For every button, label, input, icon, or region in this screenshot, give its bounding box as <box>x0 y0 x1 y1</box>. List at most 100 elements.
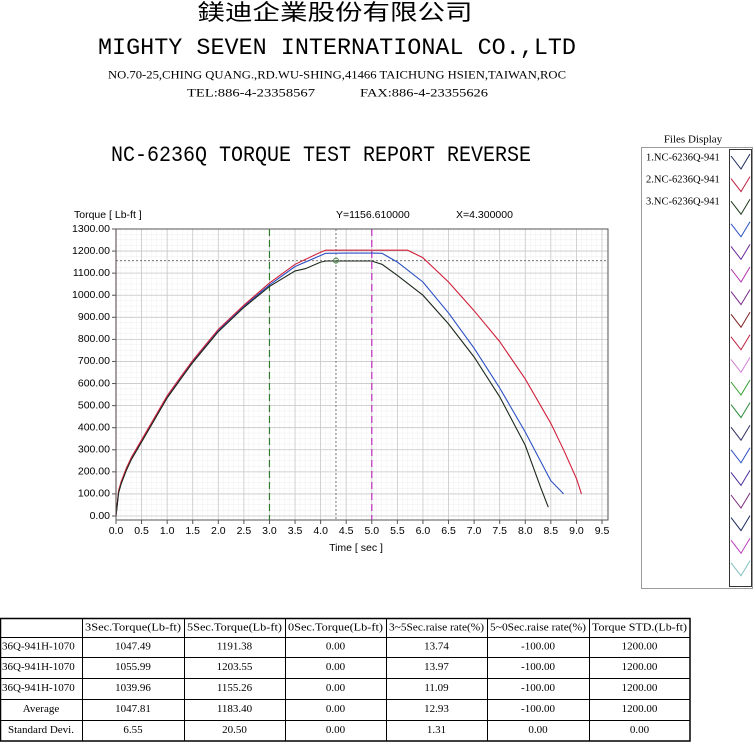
table-cell: 1203.55 <box>217 661 253 673</box>
file-icon <box>730 492 751 509</box>
series-line <box>115 260 549 517</box>
x-tick-label: 2.5 <box>237 525 252 537</box>
legend-entry[interactable]: 2.NC-6236Q-941 <box>646 174 720 185</box>
table-cell: 1.31 <box>427 724 446 736</box>
file-icon <box>730 198 751 216</box>
table-cell: 13.74 <box>424 641 449 653</box>
y-tick-label: 900.00 <box>78 311 110 323</box>
x-tick-label: 1.5 <box>185 525 200 537</box>
tel: TEL:886-4-23358567 <box>187 88 315 100</box>
table-cell: 1200.00 <box>622 682 658 694</box>
file-icon <box>730 244 751 261</box>
y-tick-label: 200.00 <box>78 466 110 478</box>
legend: 1.NC-6236Q-941 2.NC-6236Q-941 3.NC-6236Q-9… <box>646 152 720 207</box>
plot-area <box>116 229 608 520</box>
x-tick-label: 0.5 <box>134 525 149 537</box>
table-header-cell: 5~0Sec.raise rate(%) <box>490 622 586 634</box>
files-display-title: Files Display <box>664 134 723 146</box>
x-tick-label: 4.5 <box>339 525 354 537</box>
table-cell: 36Q-941H-1070 <box>2 641 75 653</box>
y-tick-label: 700.00 <box>78 355 110 367</box>
company-en: MIGHTY SEVEN INTERNATIONAL CO.,LTD <box>98 35 576 61</box>
file-icon <box>730 424 751 442</box>
x-tick-label: 3.0 <box>262 525 277 537</box>
table-cell: 20.50 <box>222 724 247 736</box>
table-cell: 1200.00 <box>622 703 658 715</box>
x-tick-label: 8.5 <box>544 525 559 537</box>
table-cell: 1191.38 <box>217 641 253 653</box>
cursor-point <box>332 257 339 264</box>
table-cell: 1155.26 <box>217 682 253 694</box>
fax: FAX:886-4-23355626 <box>360 88 488 100</box>
file-icon <box>730 153 751 170</box>
table-cell: 0.00 <box>630 724 650 736</box>
x-tick-label: 4.0 <box>313 525 328 537</box>
file-icon <box>730 379 751 396</box>
file-icon <box>730 470 751 487</box>
file-icon <box>730 357 751 374</box>
table-cell: 12.93 <box>424 703 449 715</box>
cursor-y-label: Y=1156.610000 <box>336 209 410 221</box>
table-cell: 36Q-941H-1070 <box>2 661 75 673</box>
company-cn: 鎂迪企業股份有限公司 <box>198 0 473 25</box>
table-cell: 1183.40 <box>217 703 253 715</box>
x-tick-label: 7.5 <box>492 525 507 537</box>
cursor-x-label: X=4.300000 <box>456 209 513 221</box>
y-tick-label: 1300.00 <box>72 223 110 235</box>
table-cell: -100.00 <box>521 682 555 694</box>
table-cell: 11.09 <box>424 682 449 694</box>
x-tick-label: 1.0 <box>160 525 175 537</box>
legend-entry[interactable]: 1.NC-6236Q-941 <box>646 152 720 163</box>
x-tick-label: 6.5 <box>441 525 456 537</box>
table-cell: 1047.49 <box>115 641 151 653</box>
y-tick-label: 100.00 <box>78 488 110 500</box>
file-icon <box>730 515 751 532</box>
x-tick-label: 9.0 <box>569 525 584 537</box>
table-header-cell: Torque STD.(Lb-ft) <box>592 622 687 634</box>
table-cell: 1039.96 <box>115 682 151 694</box>
y-axis-label: Torque [ Lb-ft ] <box>74 209 142 221</box>
plot <box>112 228 608 524</box>
legend-entry[interactable]: 3.NC-6236Q-941 <box>646 196 720 207</box>
x-tick-label: 3.5 <box>288 525 303 537</box>
series-line <box>115 229 583 517</box>
table-cell: 36Q-941H-1070 <box>2 682 75 694</box>
x-tick-label: 5.0 <box>364 525 379 537</box>
table-cell: Average <box>23 703 60 715</box>
table-header-cell: 5Sec.Torque(Lb-ft) <box>187 622 282 634</box>
x-tick-label: 2.0 <box>211 525 226 537</box>
file-icon <box>730 402 751 419</box>
table-cell: -100.00 <box>521 661 555 673</box>
table-cell: 1055.99 <box>115 661 151 673</box>
table-cell: 0.00 <box>528 724 548 736</box>
table-cell: 13.97 <box>424 661 449 673</box>
series-line <box>115 252 564 517</box>
table-cell: 1200.00 <box>622 661 658 673</box>
file-icon <box>730 221 751 238</box>
y-tick-label: 500.00 <box>78 399 110 411</box>
table-cell: 6.55 <box>123 724 143 736</box>
table-frame <box>0 617 691 742</box>
y-tick-label: 1100.00 <box>73 267 110 279</box>
file-icon <box>730 266 751 283</box>
table-header-cell: 0Sec.Torque(Lb-ft) <box>288 622 383 634</box>
file-icon <box>730 176 751 193</box>
plot-frame <box>115 228 609 521</box>
file-icon <box>730 447 751 464</box>
table-cell: -100.00 <box>521 703 555 715</box>
y-tick-label: 1200.00 <box>72 245 110 257</box>
file-icon <box>730 334 751 351</box>
file-icon <box>730 560 751 577</box>
table-cell: 1200.00 <box>622 641 658 653</box>
file-icon <box>730 289 751 306</box>
x-tick-label: 6.0 <box>416 525 431 537</box>
x-axis-label: Time [ sec ] <box>329 542 383 554</box>
table-cell: Standard Devi. <box>8 724 74 736</box>
table-cell: -100.00 <box>521 641 555 653</box>
address: NO.70-25,CHING QUANG.,RD.WU-SHING,41466 … <box>108 70 566 82</box>
table-cell: 0.00 <box>326 703 346 715</box>
table-cell: 0.00 <box>326 682 346 694</box>
table-cell: 1047.81 <box>115 703 151 715</box>
